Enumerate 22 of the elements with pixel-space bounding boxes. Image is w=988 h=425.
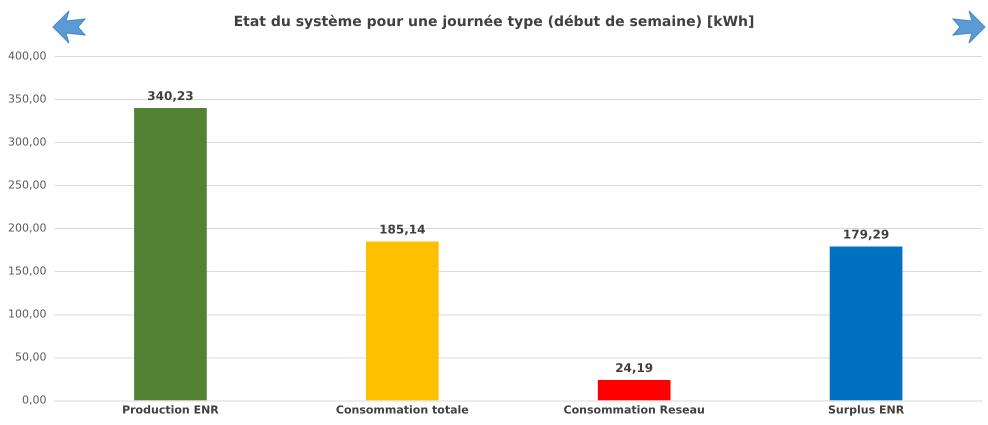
bar: [134, 108, 207, 400]
y-tick-label: 0,00: [22, 394, 46, 407]
x-tick-label: Consommation totale: [336, 403, 469, 416]
x-tick-label: Consommation Reseau: [564, 403, 705, 416]
y-tick-label: 100,00: [8, 308, 46, 321]
bar: [830, 246, 902, 400]
bar: [598, 380, 671, 400]
data-label: 24,19: [615, 361, 654, 376]
y-tick-label: 200,00: [8, 222, 46, 235]
y-tick-label: 150,00: [8, 264, 46, 278]
x-tick-label: Surplus ENR: [828, 403, 905, 416]
y-tick-label: 400,00: [8, 49, 46, 62]
y-tick-label: 300,00: [8, 136, 46, 149]
chart-title: Etat du système pour une journée type (début de semaine) [kWh]: [232, 14, 756, 30]
data-label: 179,29: [842, 228, 890, 242]
y-tick-label: 350,00: [8, 92, 46, 106]
data-label: 340,23: [147, 89, 194, 104]
y-tick-label: 50,00: [14, 350, 46, 364]
y-tick-label: 250,00: [8, 178, 46, 192]
bar: [366, 241, 439, 400]
x-tick-label: Production ENR: [122, 403, 220, 416]
data-label: 185,14: [379, 222, 426, 237]
